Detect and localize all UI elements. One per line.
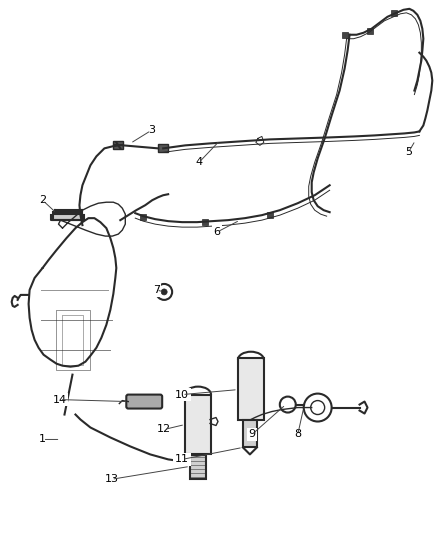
Circle shape [161,289,167,295]
Text: 13: 13 [104,474,118,484]
Text: 2: 2 [39,195,46,205]
Bar [202,219,208,225]
Text: 6: 6 [213,227,220,237]
Text: 1: 1 [39,434,46,445]
Bar [238,358,264,419]
Text: 10: 10 [175,390,189,400]
Text: 9: 9 [248,430,255,440]
Bar [140,214,146,220]
Text: 12: 12 [157,424,171,434]
Text: 5: 5 [405,147,412,157]
Bar [392,10,397,16]
Bar [367,28,372,34]
Bar [267,212,273,218]
Bar [53,212,82,220]
Bar [243,419,257,447]
Bar [185,394,211,455]
Text: 11: 11 [175,455,189,464]
Bar [113,141,124,149]
Text: 7: 7 [152,285,160,295]
Text: 8: 8 [294,430,301,440]
Bar [190,455,206,479]
Text: 3: 3 [148,125,155,135]
Text: 14: 14 [53,394,67,405]
Text: 4: 4 [195,157,203,167]
Bar [158,144,168,152]
Bar [342,32,348,38]
FancyBboxPatch shape [126,394,162,409]
